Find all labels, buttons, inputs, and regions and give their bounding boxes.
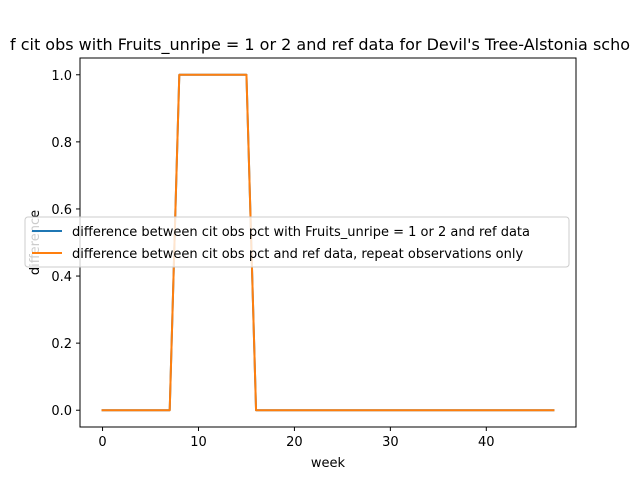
x-tick-label: 20 — [286, 435, 303, 450]
y-tick-label: 0.8 — [51, 136, 72, 151]
y-tick-label: 0.6 — [51, 203, 72, 218]
series-line-1 — [101, 73, 555, 412]
x-axis-label: week — [311, 456, 346, 471]
chart-title: f cit obs with Fruits_unripe = 1 or 2 an… — [10, 35, 630, 55]
legend-label-1: difference between cit obs pct and ref d… — [72, 247, 523, 262]
y-tick-label: 0.2 — [51, 337, 72, 352]
legend-box — [24, 216, 570, 268]
x-tick-label: 10 — [190, 435, 207, 450]
legend: difference between cit obs pct with Frui… — [24, 216, 570, 268]
y-axis-ticks: 0.0 0.2 0.4 0.6 0.8 1.0 — [51, 69, 80, 419]
legend-label-0: difference between cit obs pct with Frui… — [72, 225, 530, 240]
y-tick-label: 0.0 — [51, 404, 72, 419]
x-tick-label: 40 — [478, 435, 495, 450]
y-tick-label: 1.0 — [51, 69, 72, 84]
x-axis-ticks: 0 10 20 30 40 — [98, 427, 495, 450]
x-tick-label: 30 — [382, 435, 399, 450]
plot-area — [101, 73, 555, 412]
y-tick-label: 0.4 — [51, 270, 72, 285]
x-tick-label: 0 — [98, 435, 106, 450]
